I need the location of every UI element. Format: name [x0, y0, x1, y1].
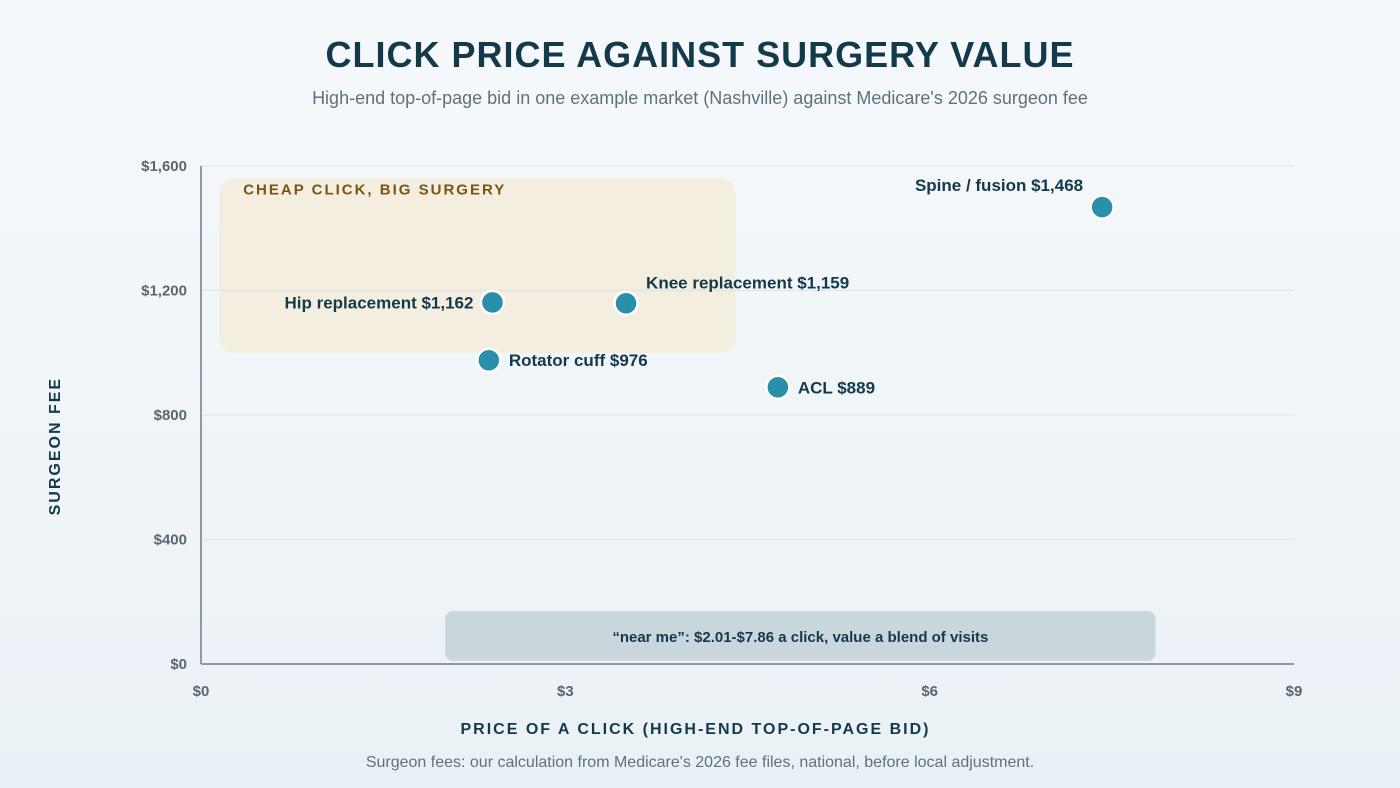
x-axis-title: PRICE OF A CLICK (HIGH-END TOP-OF-PAGE B…: [461, 721, 931, 738]
data-point: [476, 347, 502, 373]
x-tick-label: $3: [557, 683, 574, 700]
data-point-label: ACL $889: [798, 378, 875, 397]
y-axis-title: SURGEON FEE: [47, 377, 64, 515]
source-note: Surgeon fees: our calculation from Medic…: [365, 754, 1035, 771]
highlight-zone: [219, 178, 736, 353]
y-tick-label: $1,200: [141, 283, 187, 300]
data-point-label: Knee replacement $1,159: [646, 273, 849, 292]
data-point-label: Hip replacement $1,162: [284, 293, 473, 312]
highlight-zone-label: CHEAP CLICK, BIG SURGERY: [243, 181, 506, 198]
data-point: [1089, 194, 1115, 220]
data-point: [479, 289, 506, 316]
y-tick-label: $1,600: [141, 158, 187, 175]
x-tick-label: $0: [193, 683, 210, 700]
range-note-label: “near me”: $2.01-$7.86 a click, value a …: [612, 629, 988, 646]
data-point-label: Spine / fusion $1,468: [915, 176, 1083, 195]
chart-subtitle: High-end top-of-page bid in one example …: [312, 88, 1088, 108]
y-tick-label: $800: [154, 407, 187, 424]
range-note-box: [445, 611, 1156, 661]
data-point: [613, 290, 639, 317]
x-tick-label: $6: [921, 683, 938, 700]
data-point: [765, 374, 791, 401]
chart-title: CLICK PRICE AGAINST SURGERY VALUE: [325, 34, 1075, 75]
y-tick-label: $400: [154, 532, 187, 549]
y-tick-label: $0: [170, 656, 187, 673]
data-point-label: Rotator cuff $976: [509, 351, 648, 370]
x-tick-label: $9: [1286, 683, 1303, 700]
